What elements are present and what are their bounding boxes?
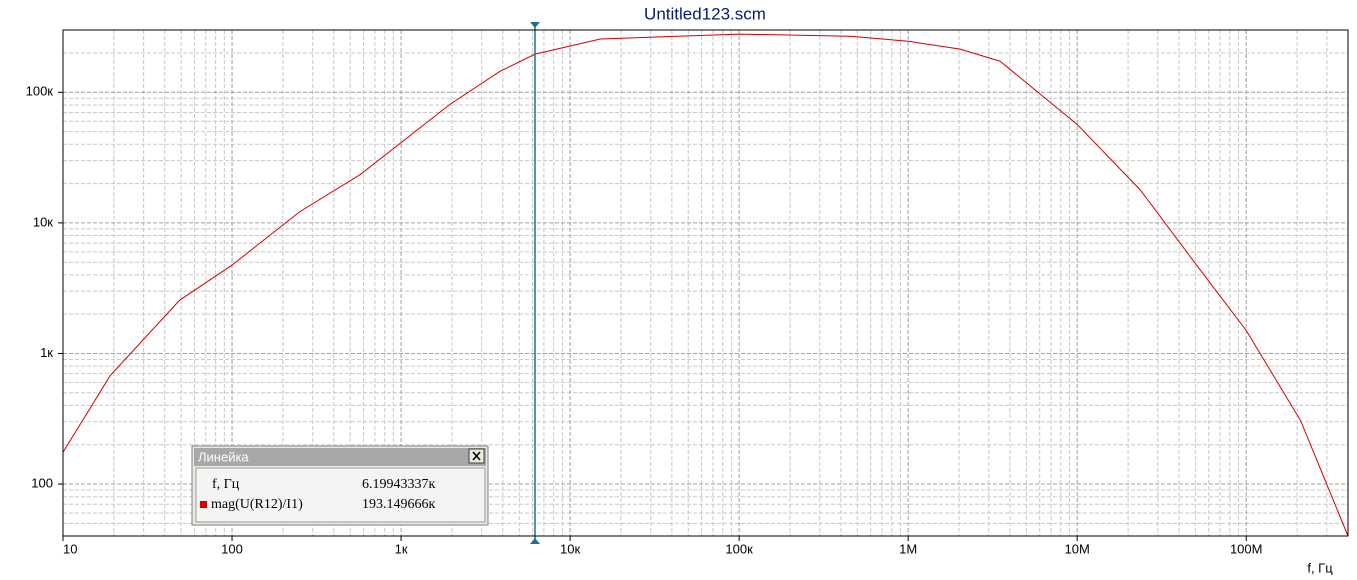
panel-title: Линейка [198, 449, 249, 464]
x-tick-label: 10к [560, 541, 580, 556]
y-tick-label: 1к [40, 345, 53, 360]
close-icon [472, 451, 481, 461]
x-axis-label: f, Гц [1307, 560, 1333, 575]
cursor-x-name: f, Гц [212, 477, 240, 492]
x-tick-label: 1M [899, 541, 917, 556]
y-tick-label: 10к [33, 214, 53, 229]
x-tick-label: 100к [725, 541, 753, 556]
chart-title: Untitled123.scm [644, 4, 766, 23]
series-line [62, 33, 1349, 537]
legend-swatch [200, 501, 207, 508]
y-tick-label: 100к [26, 84, 54, 99]
panel-titlebar [194, 448, 486, 466]
legend-label: mag(U(R12)/I1) [211, 497, 303, 512]
x-tick-label: 10 [63, 541, 77, 556]
cursor-handle [530, 538, 540, 544]
x-tick-label: 100 [221, 541, 243, 556]
x-tick-label: 10M [1065, 541, 1090, 556]
y-tick-label: 100 [31, 475, 53, 490]
cursor-handle [530, 22, 540, 28]
x-tick-label: 100M [1230, 541, 1263, 556]
panel-body [195, 467, 486, 523]
cursor-y-value: 193.149666к [362, 497, 436, 512]
cursor-x-value: 6.19943337к [362, 477, 436, 492]
cursor-panel: Линейка f, Гц 6.19943337к mag(U(R12)/I1)… [191, 445, 489, 526]
x-tick-label: 1к [395, 541, 408, 556]
plot-frame [62, 29, 1349, 537]
